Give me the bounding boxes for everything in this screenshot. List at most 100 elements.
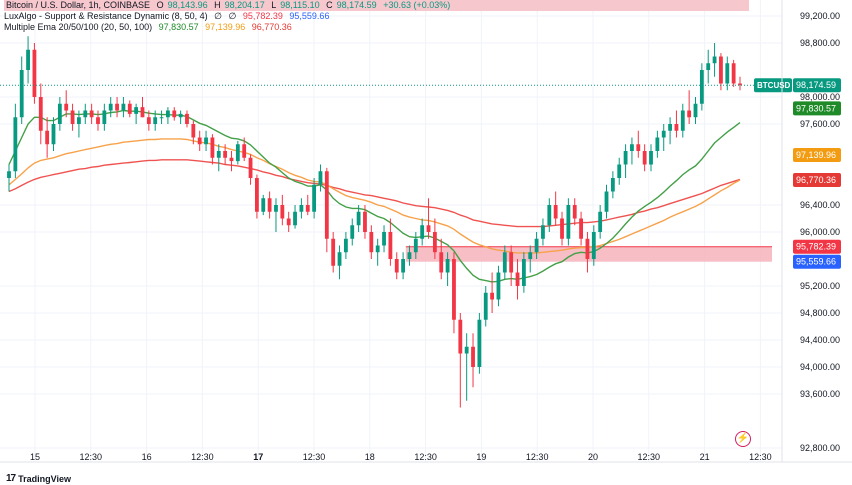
legend-ema100: 96,770.36 (251, 22, 292, 32)
candle (553, 191, 558, 226)
candle (604, 184, 609, 219)
candle (343, 232, 348, 259)
candle (166, 107, 170, 124)
candle (661, 124, 666, 151)
candle-body (343, 238, 348, 253)
price-tag-support: 95,559.66 (793, 254, 841, 269)
candle (121, 97, 126, 118)
tradingview-logo[interactable]: 17 TradingView (6, 473, 71, 484)
lightning-bolt-icon[interactable]: ⚡ (735, 431, 751, 447)
candle (331, 232, 336, 273)
time-axis-label: 17 (253, 452, 263, 462)
candle (13, 103, 18, 178)
candle (394, 252, 399, 280)
candle-body (725, 63, 730, 84)
candle-body (223, 151, 228, 158)
time-axis-label: 12:30 (526, 452, 549, 462)
candle-body (617, 164, 622, 178)
price-axis-label: 97,600.00 (800, 119, 840, 129)
candle (426, 198, 431, 239)
candle (579, 211, 583, 246)
candle-body (242, 144, 247, 158)
price-axis-label: 92,800.00 (800, 443, 840, 453)
candle (51, 117, 56, 151)
candle (439, 238, 444, 280)
time-axis-label: 18 (365, 452, 375, 462)
candle-body (70, 110, 75, 124)
candle (541, 218, 545, 246)
candle-body (286, 218, 291, 226)
candle-body (579, 218, 583, 239)
candle-body (401, 259, 406, 273)
price-tag-value: 97,830.57 (796, 103, 836, 113)
ema100-line (8, 159, 741, 228)
price-axis-label: 96,000.00 (800, 227, 840, 237)
candle-body (738, 83, 742, 86)
candle (420, 218, 425, 246)
candle (134, 103, 139, 124)
candle-body (566, 205, 571, 239)
candle-body (140, 107, 145, 118)
candle-body (280, 205, 285, 219)
price-tag-bg (793, 173, 841, 188)
candle-body (254, 178, 259, 212)
candle-body (394, 259, 399, 273)
price-tag-value: 98,174.59 (796, 80, 836, 90)
candle-body (706, 63, 711, 70)
candle-body (712, 56, 717, 64)
candle-body (26, 49, 30, 70)
candle-body (655, 137, 660, 151)
candle (57, 97, 62, 131)
candle-body (636, 144, 641, 151)
candle (725, 56, 730, 91)
candle-body (293, 211, 297, 226)
candle (369, 225, 374, 259)
candle (407, 245, 412, 266)
candle-body (331, 238, 336, 266)
candle (623, 144, 628, 178)
candle-body (197, 137, 202, 145)
time-axis-label: 20 (588, 452, 598, 462)
candle-body (509, 252, 514, 273)
candle (140, 97, 145, 118)
candle (560, 211, 564, 246)
candle (655, 130, 660, 158)
candle-body (547, 205, 552, 226)
legend-sr-sym2: ∅ (228, 11, 237, 21)
candle-body (693, 103, 698, 118)
legend-sr-sym1: ∅ (214, 11, 222, 21)
candle-body (38, 97, 43, 131)
candle (515, 259, 520, 300)
candle (312, 178, 317, 219)
candle (248, 154, 253, 185)
candle-body (274, 205, 278, 212)
candle (89, 103, 94, 124)
legend-change: +30.63 (+0.03%) (383, 0, 451, 10)
time-axis-label: 12:30 (638, 452, 661, 462)
legend-close: 98,174.59 (336, 0, 377, 10)
time-axis-label: 12:30 (191, 452, 214, 462)
candle-body (166, 110, 170, 118)
candle (172, 107, 177, 121)
price-tag-value: 96,770.36 (796, 175, 836, 185)
candle-body (305, 205, 310, 212)
candle (32, 43, 37, 104)
legend-sr-name[interactable]: LuxAlgo - Support & Resistance Dynamic (… (4, 11, 208, 21)
price-tag-ema20: 97,830.57 (793, 101, 841, 116)
candle-body (598, 211, 603, 232)
candle (77, 110, 81, 138)
candle (502, 245, 507, 280)
candle (356, 205, 361, 232)
candle-body (51, 124, 56, 145)
candle-body (153, 117, 158, 124)
candle (464, 333, 469, 401)
candle-body (534, 238, 539, 253)
candle-body (108, 103, 113, 111)
candle (509, 245, 514, 286)
price-axis-label: 94,800.00 (800, 308, 840, 318)
legend-symbol[interactable]: Bitcoin / U.S. Dollar, 1h, COINBASE (6, 0, 151, 10)
candle-body (502, 252, 507, 273)
candle (83, 103, 88, 124)
legend-ema-name[interactable]: Multiple Ema 20/50/100 (20, 50, 100) (4, 22, 153, 32)
